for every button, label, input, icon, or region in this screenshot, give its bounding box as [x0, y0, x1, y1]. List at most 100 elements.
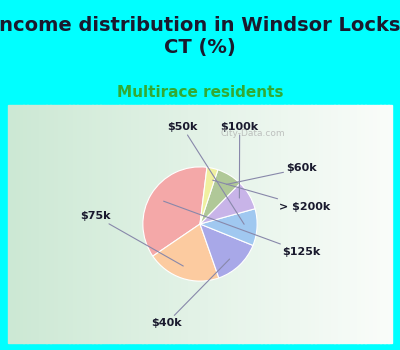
Bar [12, 105, 16, 343]
Bar [269, 105, 273, 343]
Bar [169, 105, 174, 343]
Bar [66, 105, 70, 343]
Bar [85, 105, 89, 343]
Bar [262, 105, 266, 343]
Bar [231, 105, 235, 343]
Bar [358, 105, 362, 343]
Bar [250, 105, 254, 343]
Bar [204, 105, 208, 343]
Bar [238, 105, 243, 343]
Wedge shape [200, 209, 257, 245]
Bar [92, 105, 97, 343]
Bar [20, 105, 24, 343]
Bar [380, 105, 385, 343]
Bar [50, 105, 54, 343]
Bar [308, 105, 312, 343]
Bar [16, 105, 20, 343]
Text: Income distribution in Windsor Locks,
CT (%): Income distribution in Windsor Locks, CT… [0, 16, 400, 57]
Text: City-Data.com: City-Data.com [220, 129, 285, 138]
Bar [96, 105, 100, 343]
Bar [369, 105, 373, 343]
Bar [330, 105, 335, 343]
Text: $60k: $60k [226, 163, 317, 184]
Bar [142, 105, 147, 343]
Bar [100, 105, 104, 343]
Bar [46, 105, 51, 343]
Bar [135, 105, 139, 343]
Bar [146, 105, 150, 343]
Bar [162, 105, 166, 343]
Bar [112, 105, 116, 343]
Bar [73, 105, 78, 343]
Bar [346, 105, 350, 343]
Bar [116, 105, 120, 343]
Bar [223, 105, 227, 343]
Bar [181, 105, 185, 343]
Bar [227, 105, 231, 343]
Bar [177, 105, 181, 343]
Bar [361, 105, 366, 343]
Bar [277, 105, 281, 343]
Wedge shape [200, 224, 253, 278]
Bar [138, 105, 143, 343]
Bar [23, 105, 28, 343]
Bar [108, 105, 112, 343]
Text: $50k: $50k [167, 122, 244, 224]
Bar [42, 105, 47, 343]
Bar [350, 105, 354, 343]
Text: $75k: $75k [80, 211, 183, 266]
Bar [196, 105, 200, 343]
Bar [234, 105, 239, 343]
Bar [300, 105, 304, 343]
Bar [338, 105, 342, 343]
Bar [8, 105, 12, 343]
Bar [315, 105, 320, 343]
Bar [119, 105, 124, 343]
Bar [39, 105, 43, 343]
Bar [388, 105, 392, 343]
Bar [35, 105, 39, 343]
Bar [296, 105, 300, 343]
Bar [319, 105, 323, 343]
Bar [284, 105, 289, 343]
Bar [327, 105, 331, 343]
Bar [127, 105, 131, 343]
Bar [54, 105, 58, 343]
Wedge shape [143, 167, 207, 256]
Bar [334, 105, 339, 343]
Bar [31, 105, 35, 343]
Bar [254, 105, 258, 343]
Bar [77, 105, 81, 343]
Bar [342, 105, 346, 343]
Bar [166, 105, 170, 343]
Bar [377, 105, 381, 343]
Wedge shape [200, 167, 218, 224]
Text: $40k: $40k [151, 259, 230, 328]
Bar [258, 105, 262, 343]
Bar [208, 105, 212, 343]
Bar [123, 105, 128, 343]
Bar [354, 105, 358, 343]
Wedge shape [200, 183, 255, 224]
Bar [265, 105, 270, 343]
Bar [246, 105, 250, 343]
Bar [89, 105, 93, 343]
Wedge shape [153, 224, 219, 281]
Bar [188, 105, 193, 343]
Bar [185, 105, 189, 343]
Bar [281, 105, 285, 343]
Bar [200, 105, 204, 343]
Bar [62, 105, 66, 343]
Bar [158, 105, 162, 343]
Bar [215, 105, 220, 343]
Bar [27, 105, 32, 343]
Bar [219, 105, 224, 343]
Bar [323, 105, 327, 343]
Bar [384, 105, 388, 343]
Bar [373, 105, 377, 343]
Bar [212, 105, 216, 343]
Bar [311, 105, 316, 343]
Bar [81, 105, 85, 343]
Bar [288, 105, 292, 343]
Bar [365, 105, 369, 343]
